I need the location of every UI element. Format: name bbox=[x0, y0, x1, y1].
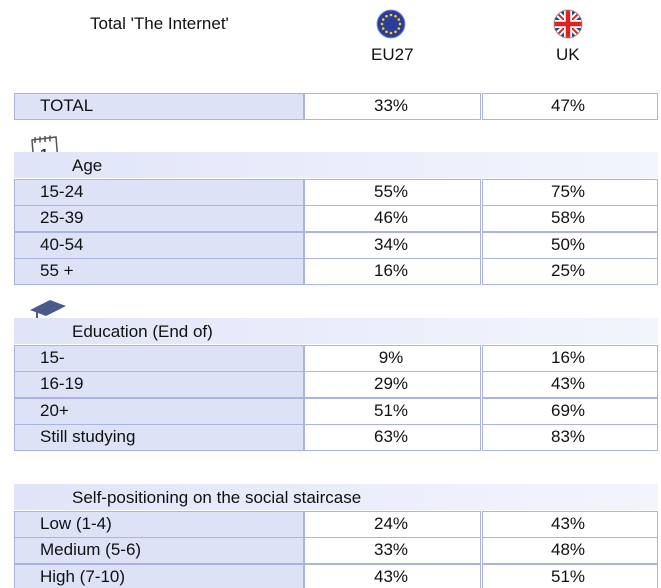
value: 16% bbox=[550, 348, 586, 367]
value: 50% bbox=[550, 234, 586, 254]
value: 48% bbox=[550, 540, 586, 560]
value-cell bbox=[304, 371, 481, 399]
value: 83% bbox=[550, 426, 586, 446]
row-label-cell bbox=[14, 179, 304, 206]
value-cell bbox=[304, 93, 481, 120]
eu-flag bbox=[376, 9, 406, 39]
value: 75% bbox=[550, 182, 586, 201]
column-header: UK bbox=[556, 45, 580, 64]
value: 58% bbox=[550, 208, 586, 228]
row-label: 16-19 bbox=[40, 374, 84, 394]
section-title: Education (End of) bbox=[72, 322, 213, 341]
value-cell bbox=[482, 257, 658, 285]
value: 69% bbox=[550, 400, 586, 420]
value-cell bbox=[482, 205, 658, 233]
value: 47% bbox=[550, 96, 586, 115]
row-label-cell bbox=[14, 93, 304, 120]
value-cell bbox=[482, 179, 658, 206]
value: 63% bbox=[373, 426, 409, 446]
row-label: 25-39 bbox=[40, 208, 84, 228]
value: 43% bbox=[550, 514, 586, 533]
value: 33% bbox=[373, 540, 409, 560]
row-label-cell bbox=[14, 423, 304, 451]
section-title: Age bbox=[72, 156, 103, 175]
row-label: Still studying bbox=[40, 426, 136, 446]
section-header bbox=[14, 318, 658, 344]
row-label: TOTAL bbox=[40, 96, 94, 115]
value-cell bbox=[482, 423, 658, 451]
value: 16% bbox=[373, 260, 409, 280]
row-label-cell bbox=[14, 257, 304, 285]
value: 25% bbox=[550, 260, 586, 280]
value-cell bbox=[482, 231, 658, 259]
value: 51% bbox=[550, 566, 586, 586]
value-cell bbox=[304, 205, 481, 233]
value: 24% bbox=[373, 514, 409, 533]
value-cell bbox=[482, 345, 658, 372]
section-header bbox=[14, 484, 658, 510]
table-title: Total 'The Internet' bbox=[90, 14, 229, 33]
value-cell bbox=[304, 563, 481, 588]
row-label: 55 + bbox=[40, 260, 74, 280]
section-title: Self-positioning on the social staircase bbox=[72, 488, 362, 507]
row-label: 40-54 bbox=[40, 234, 84, 254]
row-label-cell bbox=[14, 371, 304, 399]
row-label-cell bbox=[14, 397, 304, 425]
value: 33% bbox=[373, 96, 409, 115]
row-label: High (7-10) bbox=[40, 566, 126, 586]
value-cell bbox=[304, 397, 481, 425]
value: 46% bbox=[373, 208, 409, 228]
value: 55% bbox=[373, 182, 409, 201]
value-cell bbox=[482, 563, 658, 588]
row-label: Medium (5-6) bbox=[40, 540, 142, 560]
row-label: 15- bbox=[40, 348, 65, 367]
row-label-cell bbox=[14, 345, 304, 372]
value-cell bbox=[304, 423, 481, 451]
value: 43% bbox=[373, 566, 409, 586]
value: 29% bbox=[373, 374, 409, 394]
value: 51% bbox=[373, 400, 409, 420]
value: 34% bbox=[373, 234, 409, 254]
uk-flag bbox=[553, 9, 583, 39]
row-label-cell bbox=[14, 231, 304, 259]
value-cell bbox=[304, 257, 481, 285]
column-header: EU27 bbox=[371, 45, 414, 64]
row-label: 20+ bbox=[40, 400, 69, 420]
row-label: Low (1-4) bbox=[40, 514, 112, 533]
row-label: 15-24 bbox=[40, 182, 84, 201]
value: 9% bbox=[378, 348, 404, 367]
row-label-cell bbox=[14, 511, 304, 538]
row-label-cell bbox=[14, 563, 304, 588]
value: 43% bbox=[550, 374, 586, 394]
section-header bbox=[14, 152, 658, 178]
value-cell bbox=[482, 93, 658, 120]
